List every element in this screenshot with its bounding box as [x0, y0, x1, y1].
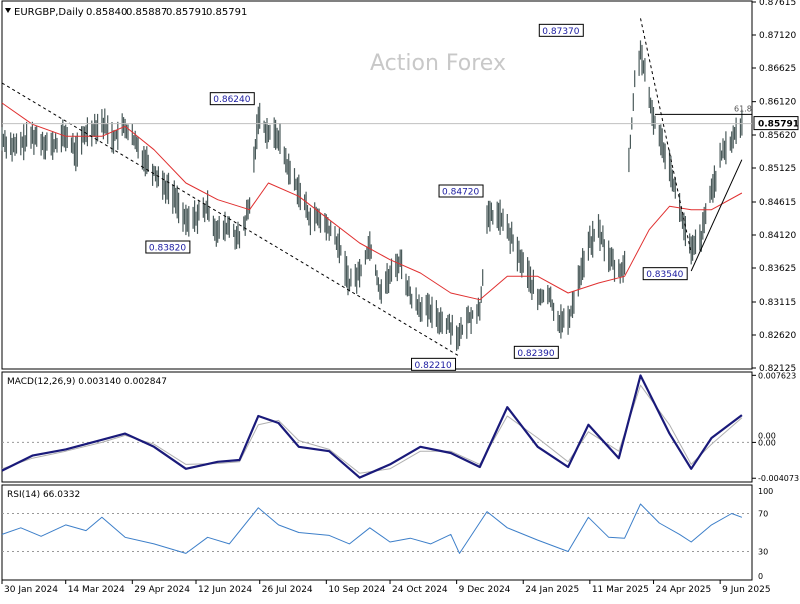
- fib-level-label: 61.8: [734, 104, 752, 113]
- x-tick-label: 9 Dec 2024: [459, 585, 511, 595]
- price-annotation-box: [642, 267, 688, 281]
- ohlc-value: 0.85887: [126, 7, 167, 18]
- macd-line: [1, 374, 743, 479]
- x-tick-label: 11 Mar 2025: [592, 585, 649, 595]
- y-tick-label: 0.86625: [759, 64, 796, 74]
- chart-title: EURGBP,Daily: [14, 7, 84, 18]
- price-annotation-label: 0.82390: [517, 349, 554, 359]
- ohlc-value: 0.85791: [206, 7, 247, 18]
- price-annotation-label: 0.82210: [415, 361, 452, 371]
- trendline-2: [690, 159, 743, 272]
- x-tick-label: 9 Jun 2025: [722, 585, 770, 595]
- collapse-triangle-icon: [5, 8, 11, 13]
- y-tick-label: 0.82125: [759, 364, 796, 374]
- price-annotation-label: 0.83540: [646, 270, 683, 280]
- current-price-label: 0.85791: [758, 120, 799, 130]
- x-tick-label: 14 Mar 2024: [68, 585, 125, 595]
- price-annotation-label: 0.86240: [213, 95, 250, 105]
- y-tick-label: 0.87615: [759, 0, 796, 8]
- x-tick-label: 24 Oct 2024: [392, 585, 448, 595]
- y-tick-label: 0.82620: [759, 331, 796, 341]
- price-annotation-box: [513, 345, 559, 359]
- y-tick-label: 0.83115: [759, 298, 796, 308]
- price-annotation-box: [145, 240, 191, 254]
- rsi-tick-label: 100: [758, 487, 773, 496]
- x-tick-label: 12 Jun 2024: [198, 585, 252, 595]
- rsi-line: [1, 503, 743, 554]
- y-tick-label: 0.85125: [759, 164, 796, 174]
- price-annotation-box: [411, 357, 457, 371]
- trendline-1: [640, 18, 692, 254]
- y-tick-label: 0.85620: [759, 131, 796, 141]
- price-annotation-label: 0.84720: [442, 188, 479, 198]
- price-annotation-label: 0.87370: [542, 27, 579, 37]
- rsi-tick-label: 30: [758, 548, 768, 557]
- x-tick-label: 30 Jan 2024: [4, 585, 58, 595]
- macd-current-label: 0.00: [758, 431, 776, 440]
- watermark: Action Forex: [370, 51, 506, 76]
- x-tick-label: 24 Apr 2025: [656, 585, 712, 595]
- price-annotation-box: [538, 23, 584, 37]
- moving-average-line: [1, 102, 743, 301]
- macd-title: MACD(12,26,9) 0.003140 0.002847: [7, 377, 167, 387]
- rsi-tick-label: 70: [758, 510, 768, 519]
- macd-tick-label: -0.004073: [758, 474, 799, 483]
- macd-tick-label: 0.007623: [758, 371, 796, 380]
- y-tick-label: 0.86120: [759, 98, 796, 108]
- current-price-tag: [753, 116, 799, 131]
- rsi-title: RSI(14) 66.0332: [7, 490, 80, 500]
- x-tick-label: 24 Jan 2025: [525, 585, 579, 595]
- price-annotation-label: 0.83820: [149, 244, 186, 254]
- price-annotation-box: [438, 184, 484, 198]
- price-annotation-box: [209, 92, 255, 106]
- y-tick-label: 0.84615: [759, 198, 796, 208]
- y-tick-label: 0.84120: [759, 231, 796, 241]
- x-tick-label: 29 Apr 2024: [134, 585, 190, 595]
- pane-frame-0: [1, 0, 753, 370]
- y-tick-label: 0.87120: [759, 31, 796, 41]
- x-tick-label: 26 Jul 2024: [262, 585, 313, 595]
- ohlc-value: 0.85840: [86, 7, 127, 18]
- macd-tick-label: 0.00: [758, 438, 776, 447]
- ohlc-value: 0.85791: [166, 7, 207, 18]
- trendline-0: [1, 82, 460, 357]
- x-tick-label: 10 Sep 2024: [328, 585, 385, 595]
- y-tick-label: 0.83625: [759, 264, 796, 274]
- rsi-tick-label: 0: [758, 572, 763, 581]
